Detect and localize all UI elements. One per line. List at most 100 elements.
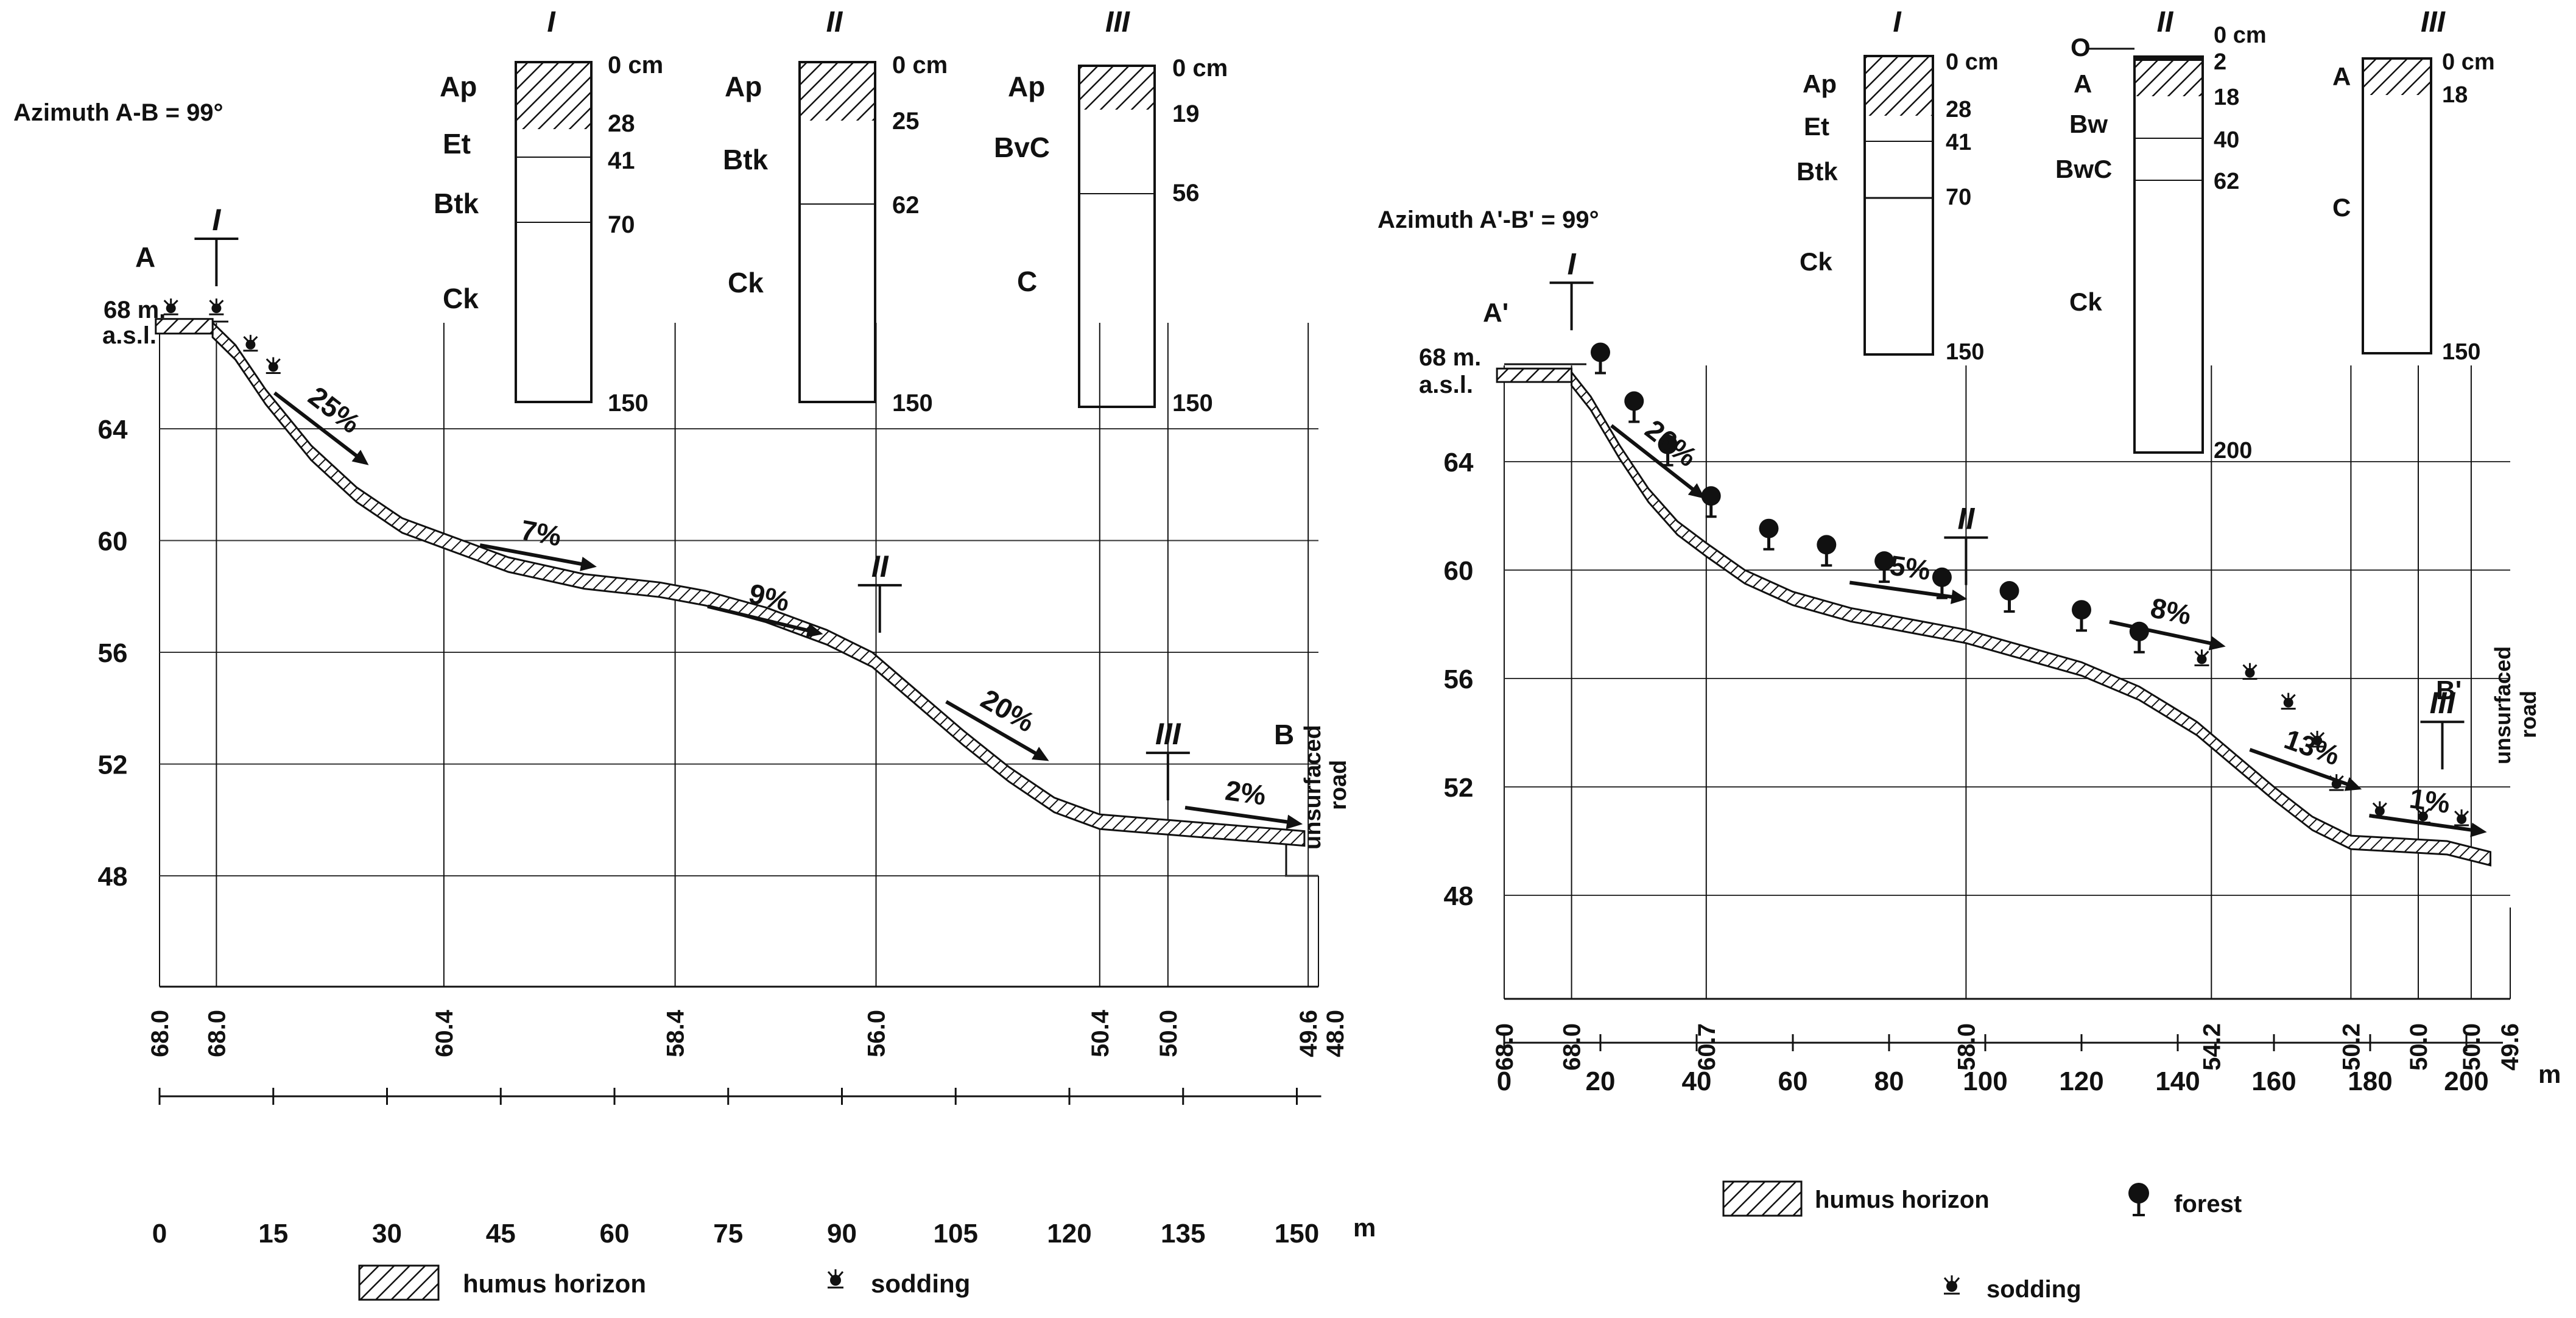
right-forest-tree-icon — [1874, 551, 1895, 583]
right-sodding-icon — [2194, 649, 2209, 666]
left-distance-tick-label: 45 — [486, 1219, 516, 1249]
right-distance-tick-label: 180 — [2348, 1066, 2392, 1096]
legend-sodding-icon — [1943, 1275, 1960, 1295]
right-elevation-label: 68 m. — [1419, 344, 1481, 371]
right-column-I-humus-horizon — [1865, 56, 1933, 116]
right-profile-panel: Azimuth A'-B' = 99° I Ap Et Btk Ck 0 cm … — [1378, 6, 2561, 1303]
left-slope-arrow: 20% — [945, 683, 1049, 761]
left-summit-humus-horizon — [155, 318, 214, 335]
left-column-I-title: I — [547, 6, 556, 38]
right-slope-arrow: 13% — [2249, 723, 2362, 791]
right-forest-tree-icon — [1817, 535, 1837, 567]
left-column-II-horizon-label: Ck — [728, 267, 764, 298]
right-legend: humus horizon forest sodding — [1722, 1180, 2242, 1303]
right-station-elevation-label: 49.6 — [2497, 1023, 2524, 1071]
right-column-III-horizon-label: C — [2332, 193, 2351, 222]
right-soil-column-I: I Ap Et Btk Ck 0 cm 28 41 70 150 — [1797, 6, 1999, 365]
left-distance-tick-label: 60 — [600, 1219, 630, 1249]
right-distance-tick-label: 20 — [1586, 1066, 1616, 1096]
left-station-lines — [216, 323, 1309, 987]
left-slope-arrow: 7% — [479, 513, 597, 571]
right-profile-surface — [1496, 367, 2491, 867]
left-station-elevation-label: 68.0 — [203, 1010, 230, 1057]
right-profile-frame — [1504, 363, 2511, 1000]
left-sodding-marks — [163, 298, 281, 374]
legend-humus-swatch — [1722, 1180, 1803, 1217]
right-column-II-depth-label: 40 — [2214, 127, 2239, 153]
right-distance-tick-label: 60 — [1778, 1066, 1808, 1096]
right-elevation-axis: 64 60 56 52 48 — [1444, 448, 1474, 911]
left-station-elevation-label: 56.0 — [864, 1010, 890, 1057]
right-column-III-title: III — [2421, 6, 2446, 38]
right-sodding-icon — [2310, 730, 2325, 748]
right-slope-arrow: 8% — [2109, 591, 2226, 650]
right-forest-tree-icon — [2072, 600, 2091, 632]
right-sodding-icon — [2281, 692, 2296, 710]
left-elevation-label: 68 m. — [104, 297, 166, 323]
right-station-elevation-label: 50.0 — [2405, 1023, 2432, 1071]
right-elevation-tick-label: 60 — [1444, 556, 1474, 586]
right-column-II-depth-label: 2 — [2214, 49, 2226, 75]
right-summit-humus-horizon — [1496, 367, 1573, 383]
right-end-note: unsurfaced — [2490, 646, 2515, 764]
right-distance-unit: m — [2538, 1060, 2561, 1088]
right-column-I-depth-label: 150 — [1946, 339, 1984, 365]
left-sodding-icon — [163, 298, 178, 315]
right-elevation-label: a.s.l. — [1419, 372, 1473, 398]
right-column-II-horizon-label: A — [2074, 69, 2092, 98]
right-elevation-tick-label: 56 — [1444, 664, 1474, 694]
left-distance-tick-label: 0 — [152, 1219, 167, 1249]
left-distance-tick-label: 105 — [934, 1219, 978, 1249]
left-sodding-icon — [266, 357, 281, 374]
left-column-I-depth-label: 28 — [608, 110, 635, 137]
right-distance-tick-label: 0 — [1497, 1066, 1511, 1096]
right-elevation-tick-label: 48 — [1444, 881, 1474, 911]
right-station-elevation-labels: 68.0 68.0 60.7 58.0 54.2 50.2 50.0 50.0 49.6 — [1491, 1023, 2524, 1071]
right-slope-arrow: 5% — [1849, 549, 1968, 604]
right-column-I-horizon-label: Ap — [1803, 69, 1837, 98]
right-station-elevation-label: 50.2 — [2338, 1023, 2365, 1071]
right-column-II-humus-horizon — [2134, 61, 2203, 96]
right-forest-tree-icon — [1759, 518, 1779, 551]
right-column-I-horizon-label: Et — [1804, 112, 1829, 141]
left-station-elevation-label: 48.0 — [1322, 1010, 1349, 1057]
right-slope-label: 8% — [2148, 591, 2194, 631]
right-distance-tick-label: 40 — [1682, 1066, 1712, 1096]
left-elevation-tick-label: 56 — [98, 638, 128, 668]
left-column-III-depth-label: 19 — [1172, 100, 1200, 127]
left-site-label: III — [1155, 717, 1181, 751]
left-column-III-horizon-label: Ap — [1008, 71, 1045, 102]
right-column-II-title: II — [2157, 6, 2174, 38]
right-column-II-depth-label: 62 — [2214, 169, 2239, 194]
right-column-III-horizon-label: A — [2332, 62, 2351, 91]
right-column-III-humus-horizon — [2363, 58, 2431, 95]
right-sodding-icon — [2242, 663, 2258, 680]
legend-humus-label: humus horizon — [1815, 1186, 1990, 1213]
left-distance-tick-label: 150 — [1275, 1219, 1319, 1249]
left-column-II-horizon-label: Ap — [725, 71, 762, 102]
left-soil-column-II: II Ap Btk Ck 0 cm 25 62 150 — [723, 6, 948, 417]
right-column-II-horizon-label: Bw — [2069, 110, 2108, 138]
right-distance-tick-label: 200 — [2444, 1066, 2488, 1096]
left-elevation-tick-label: 60 — [98, 527, 128, 557]
right-forest-tree-icon — [1591, 342, 1610, 375]
left-elevation-tick-label: 64 — [98, 415, 128, 445]
left-start-point-label: A — [135, 241, 155, 273]
left-column-I-horizon-label: Et — [443, 128, 471, 160]
left-soil-column-I: I Ap Et Btk Ck 0 cm 28 41 70 150 — [434, 6, 663, 417]
right-forest-tree-icon — [1999, 581, 2019, 613]
right-column-II-depth-label: 200 — [2214, 438, 2252, 463]
right-column-III-depth-label: 150 — [2442, 339, 2480, 365]
left-elevation-tick-label: 52 — [98, 750, 128, 780]
left-elevation-axis: 64 60 56 52 48 — [98, 415, 128, 892]
left-column-III-horizon-label: BvC — [994, 132, 1050, 163]
right-slope-label: 5% — [1888, 549, 1932, 587]
right-column-II-horizon-label: O — [2071, 33, 2091, 62]
left-site-label: II — [871, 549, 889, 583]
right-column-III-depth-label: 18 — [2442, 82, 2468, 108]
right-forest-tree-icon — [1624, 391, 1644, 423]
right-column-I-depth-label: 28 — [1946, 97, 1971, 122]
right-distance-tick-label: 160 — [2251, 1066, 2296, 1096]
left-slope-label: 25% — [303, 380, 367, 439]
